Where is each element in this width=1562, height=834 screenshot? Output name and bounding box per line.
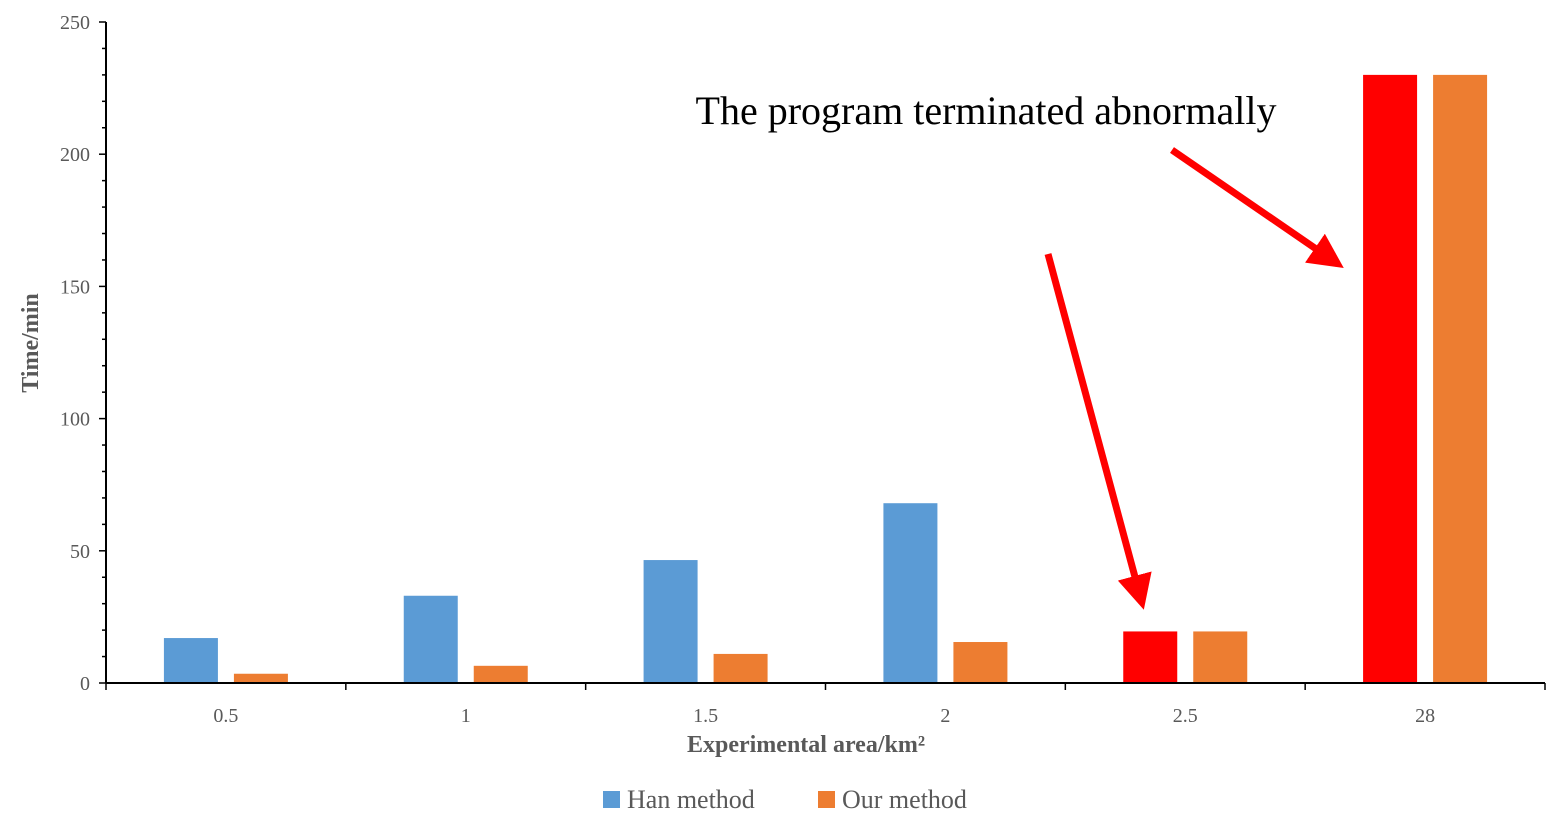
legend-label-han-method: Han method (627, 785, 755, 814)
bar-our-method-1 (473, 665, 528, 683)
bar-han-method-1 (403, 595, 458, 683)
y-tick-label-150: 150 (60, 276, 90, 298)
y-tick-label-100: 100 (60, 409, 90, 431)
annotation-text: The program terminated abnormally (696, 88, 1277, 133)
bar-our-method-1-5 (713, 653, 768, 683)
x-tick-label-0-5: 0.5 (213, 705, 238, 727)
legend: Han method Our method (603, 785, 967, 814)
x-tick-label-2: 2 (940, 705, 950, 727)
annotation-group: The program terminated abnormally (696, 88, 1344, 610)
y-axis-title: Time/min (18, 293, 44, 393)
y-tick-label-250: 250 (60, 12, 90, 34)
annotation-arrow-2-5 (1044, 253, 1152, 610)
x-tick-label-1: 1 (461, 705, 471, 727)
legend-swatch-han-method (603, 791, 620, 808)
bar-han-method-2 (883, 503, 938, 683)
x-tick-label-28: 28 (1415, 705, 1435, 727)
y-tick-label-0: 0 (80, 673, 90, 695)
x-tick-label-2-5: 2.5 (1173, 705, 1198, 727)
bar-our-method-28 (1433, 74, 1488, 683)
x-tick-label-1-5: 1.5 (693, 705, 718, 727)
bar-our-method-0-5 (233, 673, 288, 683)
legend-label-our-method: Our method (842, 785, 967, 814)
annotation-arrow-28 (1170, 147, 1344, 268)
y-tick-label-50: 50 (70, 541, 90, 563)
bar-han-method-1-5 (643, 560, 698, 683)
bar-our-method-2-5 (1193, 631, 1248, 683)
y-tick-label-200: 200 (60, 144, 90, 166)
x-axis-title: Experimental area/km² (687, 732, 925, 758)
legend-swatch-our-method (818, 791, 835, 808)
bar-han-method-28 (1363, 74, 1418, 683)
plot-area: 0 50 100 150 200 250 0.5 1 1.5 2 2.5 28 (60, 12, 1546, 727)
bar-han-method-0-5 (163, 638, 218, 683)
bar-our-method-2 (953, 642, 1008, 683)
bar-han-method-2-5 (1123, 631, 1178, 683)
